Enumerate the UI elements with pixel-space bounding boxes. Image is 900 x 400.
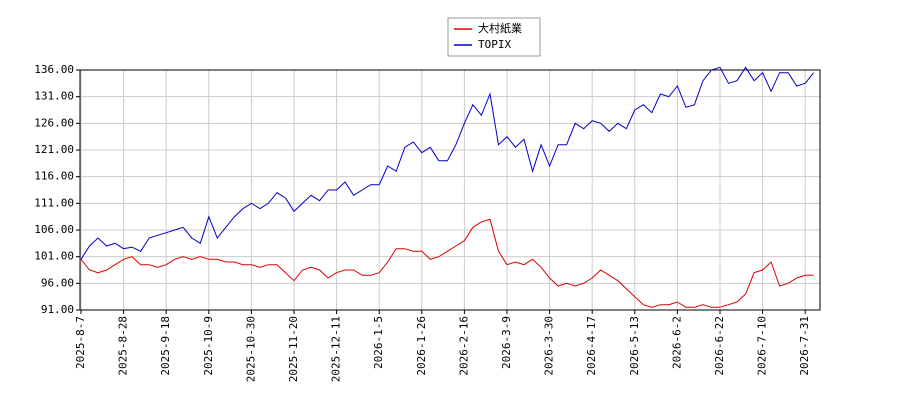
y-tick-label: 126.00 <box>34 116 74 129</box>
x-tick-label: 2025-12-11 <box>330 316 343 382</box>
y-tick-label: 116.00 <box>34 170 74 183</box>
x-tick-label: 2026-6-22 <box>713 316 726 376</box>
x-tick-label: 2026-7-31 <box>798 316 811 376</box>
x-tick-label: 2025-8-7 <box>74 316 87 369</box>
x-tick-label: 2026-2-16 <box>457 316 470 376</box>
x-tick-label: 2026-3-9 <box>500 316 513 369</box>
x-tick-label: 2026-6-2 <box>670 316 683 369</box>
y-tick-label: 101.00 <box>34 250 74 263</box>
x-tick-label: 2026-4-17 <box>585 316 598 376</box>
plot-area <box>80 70 820 310</box>
y-tick-label: 91.00 <box>41 303 74 316</box>
x-tick-label: 2025-8-28 <box>117 316 130 376</box>
y-tick-label: 136.00 <box>34 63 74 76</box>
y-tick-label: 111.00 <box>34 196 74 209</box>
legend-box <box>447 17 541 57</box>
plot-frame <box>79 69 821 311</box>
y-tick-label: 121.00 <box>34 143 74 156</box>
series-line <box>80 218 814 308</box>
x-tick-label: 2025-9-18 <box>159 316 172 376</box>
legend-label: TOPIX <box>478 38 511 51</box>
x-tick-label: 2026-1-26 <box>415 316 428 376</box>
x-tick-label: 2025-11-20 <box>287 316 300 382</box>
x-tick-label: 2026-7-10 <box>756 316 769 376</box>
x-tick-label: 2026-1-5 <box>372 316 385 369</box>
x-tick-label: 2026-3-30 <box>543 316 556 376</box>
x-tick-label: 2025-10-9 <box>202 316 215 376</box>
legend-label: 大村紙業 <box>478 21 522 35</box>
series-line <box>80 66 815 260</box>
y-tick-label: 106.00 <box>34 223 74 236</box>
y-tick-label: 131.00 <box>34 90 74 103</box>
x-tick-label: 2026-5-13 <box>628 316 641 376</box>
y-tick-label: 96.00 <box>41 276 74 289</box>
x-tick-label: 2025-10-30 <box>244 316 257 382</box>
